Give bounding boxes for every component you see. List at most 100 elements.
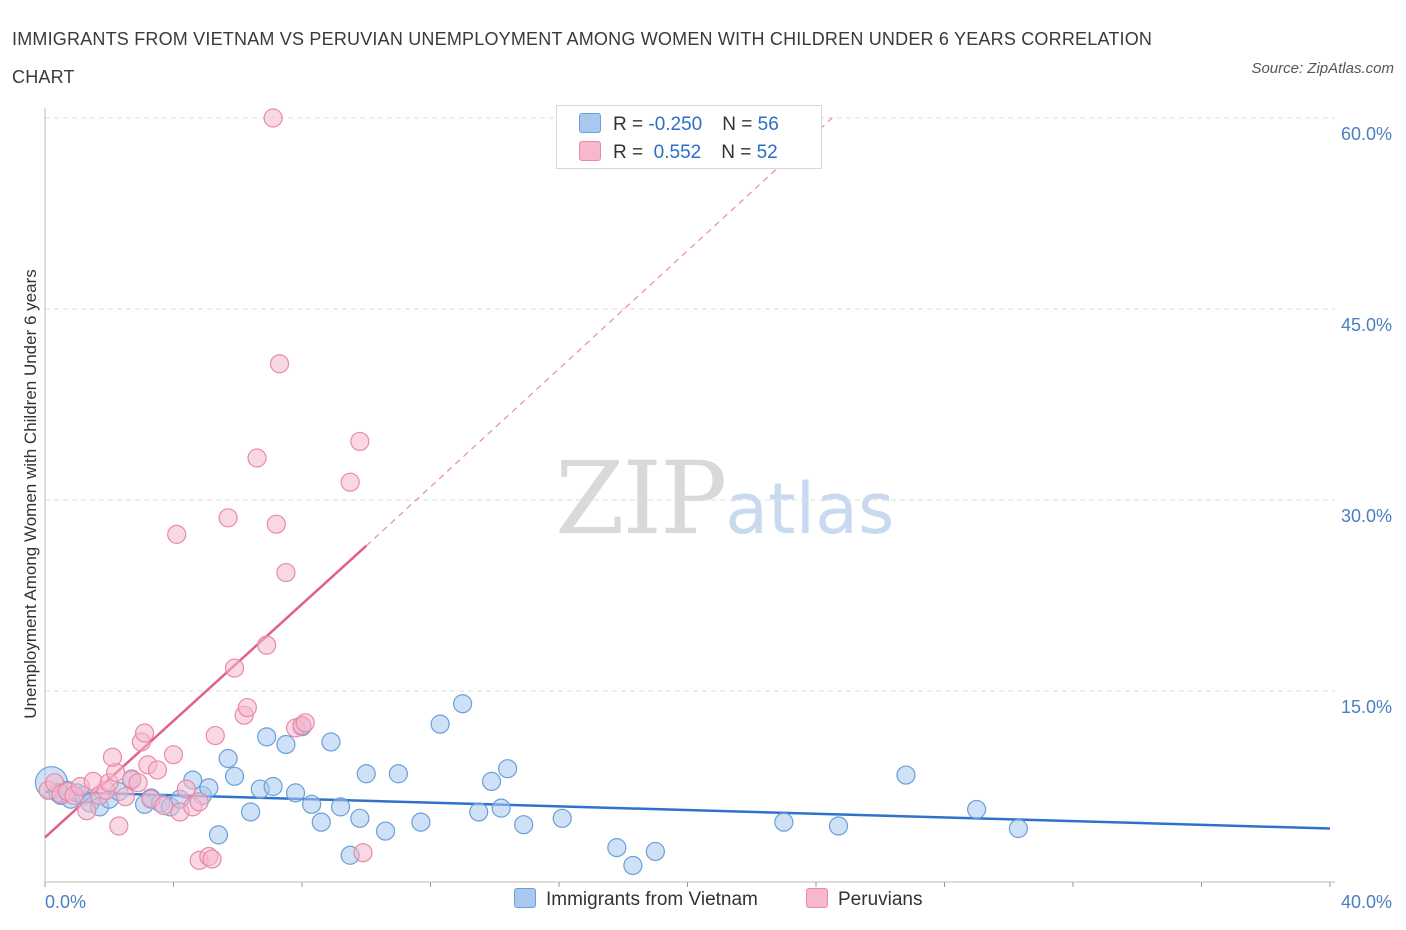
point-vietnam (430, 714, 450, 734)
point-peruvian (205, 725, 225, 746)
y-axis-title: Unemployment Among Women with Children U… (21, 269, 40, 718)
point-vietnam (453, 694, 473, 714)
point-vietnam (199, 778, 219, 798)
point-vietnam (302, 794, 322, 814)
source-label: Source: ZipAtlas.com (1251, 60, 1394, 77)
point-peruvian (266, 514, 286, 534)
point-vietnam (411, 812, 431, 832)
chart-title: IMMIGRANTS FROM VIETNAM VS PERUVIAN UNEM… (12, 29, 1153, 87)
legend-row-vietnam: R = -0.250 N = 56 (579, 113, 779, 137)
point-peruvian (154, 795, 174, 816)
point-peruvian (269, 354, 290, 374)
point-vietnam (350, 808, 370, 828)
point-vietnam (481, 771, 502, 792)
r-value: -0.250 (648, 114, 703, 135)
point-peruvian (263, 108, 283, 128)
point-peruvian (134, 723, 155, 743)
point-peruvian (77, 801, 97, 821)
x-tick-label: 40.0% (1341, 892, 1392, 912)
point-vietnam (330, 797, 351, 817)
point-peruvian (115, 787, 135, 807)
watermark-part1: ZIP (555, 440, 727, 557)
legend-label-peruvians: Peruvians (838, 889, 923, 910)
legend-swatch-vietnam (579, 113, 601, 133)
point-vietnam (375, 821, 396, 841)
point-vietnam (224, 766, 245, 786)
legend-item-vietnam[interactable]: Immigrants from Vietnam (514, 888, 758, 911)
x-tick-label: 0.0% (45, 892, 86, 912)
point-vietnam (896, 765, 916, 785)
point-peruvian (237, 697, 257, 718)
r-value: 0.552 (648, 142, 702, 163)
point-peruvian (128, 773, 148, 793)
y-tick-label: 60.0% (1341, 124, 1392, 144)
data-points (34, 108, 1028, 876)
legend-row-peruvians: R = 0.552 N = 52 (579, 141, 778, 165)
point-vietnam (241, 802, 261, 822)
point-peruvian (224, 658, 245, 678)
trendline-vietnam (44, 790, 1331, 830)
point-peruvian (353, 843, 373, 863)
legend-item-peruvians[interactable]: Peruvians (806, 888, 923, 911)
legend-label-vietnam: Immigrants from Vietnam (546, 889, 758, 910)
point-peruvian (218, 508, 238, 528)
point-vietnam (257, 727, 277, 747)
point-vietnam (469, 802, 489, 822)
point-vietnam (356, 764, 376, 784)
point-peruvian (147, 760, 168, 780)
point-vietnam (645, 841, 665, 862)
trend-lines (44, 117, 1331, 839)
y-tick-label: 30.0% (1341, 506, 1392, 526)
point-vietnam (552, 808, 572, 828)
axes (44, 108, 1335, 887)
n-value: 52 (756, 142, 778, 163)
point-vietnam (1008, 818, 1028, 839)
point-peruvian (202, 849, 222, 869)
point-vietnam (208, 825, 229, 845)
n-label: N = (721, 142, 757, 163)
r-label: R = (613, 114, 649, 135)
point-vietnam (285, 783, 306, 803)
point-vietnam (218, 748, 238, 769)
legend-swatch-vietnam (514, 888, 536, 908)
n-label: N = (722, 114, 758, 135)
point-vietnam (263, 776, 283, 797)
point-vietnam (828, 816, 849, 836)
point-peruvian (350, 431, 370, 452)
point-vietnam (388, 764, 408, 784)
watermark-logo: ZIPatlas (555, 440, 894, 557)
tick-labels: 15.0% 30.0% 45.0% 60.0% 0.0% 40.0% (45, 124, 1392, 912)
point-vietnam (967, 799, 987, 820)
legend-swatch-peruvians (579, 141, 601, 161)
point-peruvian (189, 792, 209, 812)
point-peruvian (163, 745, 184, 765)
r-label: R = (613, 142, 649, 163)
point-peruvian (257, 635, 277, 655)
legend-swatch-peruvians (806, 888, 828, 908)
point-vietnam (491, 798, 511, 818)
y-tick-label: 15.0% (1341, 697, 1392, 717)
point-vietnam (311, 812, 331, 832)
grid-lines (45, 117, 1335, 692)
point-peruvian (102, 747, 123, 767)
correlation-legend: R = -0.250 N = 56 R = 0.552 N = 52 (556, 105, 822, 169)
watermark-part2: atlas (725, 468, 895, 550)
point-vietnam (498, 759, 518, 779)
point-vietnam (607, 838, 627, 858)
point-peruvian (276, 562, 296, 583)
point-peruvian (167, 524, 187, 544)
point-vietnam (514, 815, 534, 835)
point-vietnam (276, 734, 296, 755)
point-peruvian (295, 713, 315, 733)
point-peruvian (247, 448, 267, 468)
point-vietnam (623, 855, 643, 876)
n-value: 56 (757, 114, 779, 135)
point-peruvian (176, 779, 196, 799)
point-peruvian (109, 816, 129, 836)
point-vietnam (321, 732, 341, 752)
trendline-peruvians-extension (365, 117, 833, 547)
point-peruvian (340, 472, 360, 492)
y-tick-label: 45.0% (1341, 315, 1392, 335)
point-vietnam (774, 812, 794, 832)
